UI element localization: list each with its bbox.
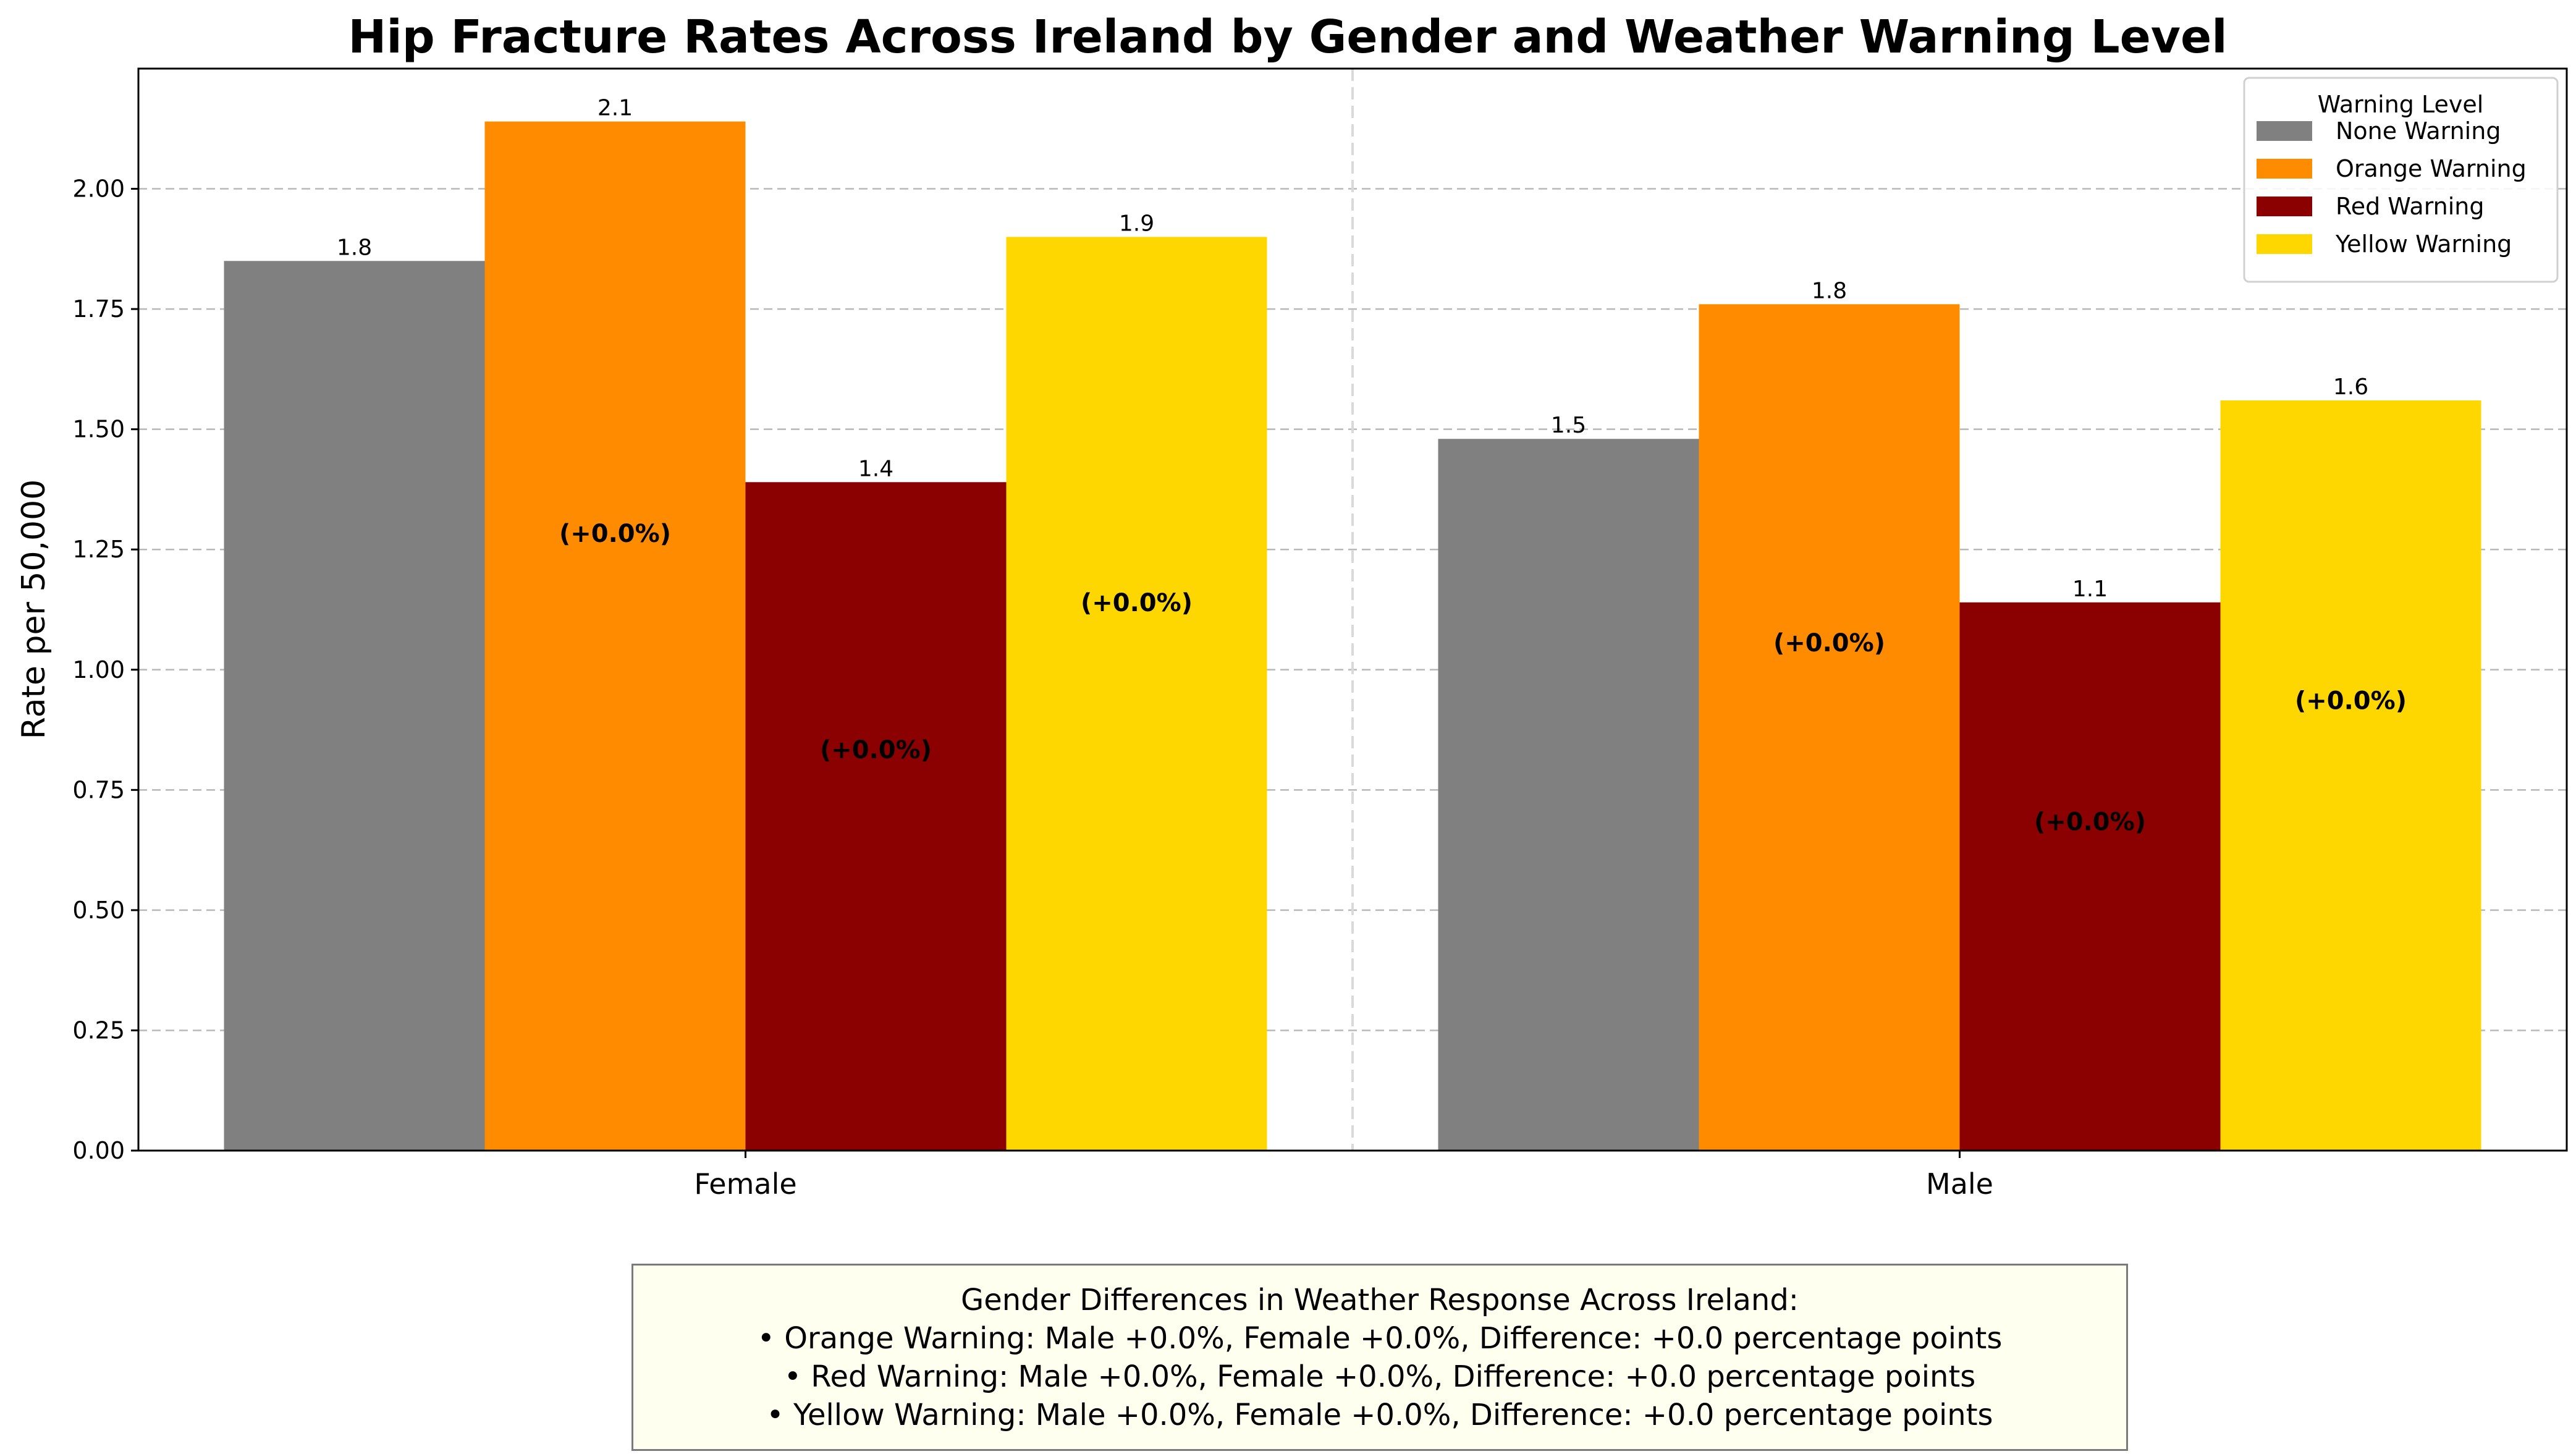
bar-value-label: 1.8 [1812, 278, 1847, 303]
bar [224, 261, 485, 1151]
bar-change-label: (+0.0%) [1081, 589, 1193, 617]
bar-value-label: 2.1 [598, 96, 633, 121]
bar [1699, 304, 1960, 1151]
y-axis: 0.00 0.25 0.50 0.75 1.00 1.25 1.50 1.75 2.00 [72, 175, 138, 1164]
legend-entry-label: None Warning [2336, 117, 2501, 145]
y-tick-label: 1.75 [72, 295, 125, 323]
legend-swatch [2257, 159, 2312, 179]
bar [1959, 602, 2221, 1151]
legend-entry-label: Yellow Warning [2335, 230, 2512, 258]
legend-entry-label: Red Warning [2336, 193, 2485, 220]
y-tick-label: 0.00 [72, 1137, 125, 1164]
bar [484, 121, 746, 1151]
bar-labels: 1.8 2.1 (+0.0%) 1.4 (+0.0%) 1.9 (+0.0%) 1.5 1.8 (… [337, 96, 2407, 837]
y-tick-label: 1.50 [72, 416, 125, 443]
bar-value-label: 1.4 [858, 456, 893, 481]
chart-title: Hip Fracture Rates Across Ireland by Gen… [348, 11, 2227, 64]
gender-differences-note: Gender Differences in Weather Response A… [631, 1264, 2128, 1451]
note-line-orange: • Orange Warning: Male +0.0%, Female +0.… [757, 1321, 2003, 1356]
y-tick-label: 0.75 [72, 776, 125, 803]
bar [2220, 400, 2481, 1151]
bar [745, 482, 1007, 1151]
y-tick-label: 2.00 [72, 175, 125, 203]
x-tick-label: Female [694, 1167, 796, 1201]
bar-change-label: (+0.0%) [820, 736, 932, 764]
bar-value-label: 1.1 [2072, 577, 2108, 602]
bar-value-label: 1.8 [337, 235, 372, 260]
bar-value-label: 1.6 [2333, 374, 2368, 400]
bars [224, 121, 2481, 1151]
bar-value-label: 1.5 [1551, 413, 1586, 438]
y-axis-label: Rate per 50,000 [15, 480, 53, 740]
plot-frame [137, 67, 2568, 1152]
legend-entry-label: Orange Warning [2336, 155, 2527, 182]
bar-change-label: (+0.0%) [2034, 808, 2146, 837]
x-axis: Female Male [694, 1151, 1993, 1201]
note-line-yellow: • Yellow Warning: Male +0.0%, Female +0.… [766, 1397, 1993, 1432]
y-tick-label: 1.25 [72, 536, 125, 563]
legend-swatch [2257, 121, 2312, 141]
y-tick-label: 1.00 [72, 656, 125, 683]
y-tick-label: 0.25 [72, 1017, 125, 1044]
legend-swatch [2257, 197, 2312, 216]
x-tick-label: Male [1926, 1167, 1993, 1201]
bar-change-label: (+0.0%) [559, 520, 671, 548]
legend-title: Warning Level [2318, 91, 2484, 118]
note-line-red: • Red Warning: Male +0.0%, Female +0.0%,… [783, 1359, 1976, 1394]
note-heading: Gender Differences in Weather Response A… [961, 1282, 1799, 1317]
bar [1438, 439, 1699, 1151]
bar [1006, 237, 1267, 1151]
y-tick-label: 0.50 [72, 897, 125, 924]
bar-value-label: 1.9 [1119, 211, 1154, 236]
bar-change-label: (+0.0%) [2295, 687, 2407, 716]
legend: Warning Level None Warning Orange Warning… [2243, 77, 2559, 283]
bar-change-label: (+0.0%) [1773, 629, 1885, 657]
legend-swatch [2257, 234, 2312, 254]
grid-lines [138, 69, 2567, 1151]
legend-frame [2243, 77, 2559, 283]
